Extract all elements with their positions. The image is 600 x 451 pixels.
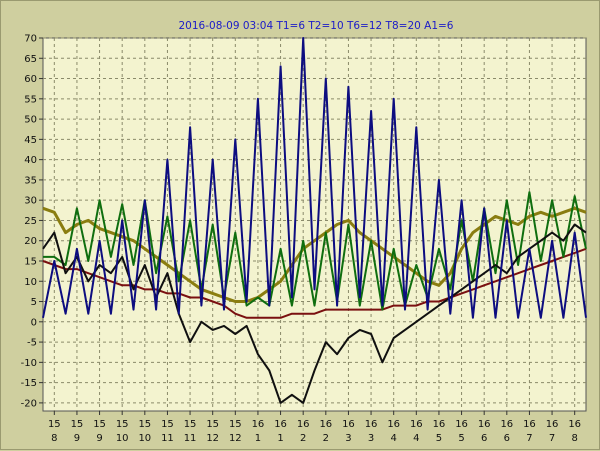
x-tick-label-top: 15 <box>161 419 174 430</box>
x-tick-label-bottom: 7 <box>526 433 532 444</box>
x-tick-label-bottom: 1 <box>255 433 261 444</box>
x-tick-label-bottom: 8 <box>572 433 578 444</box>
x-tick-label-top: 15 <box>93 419 106 430</box>
x-tick-label-bottom: 10 <box>138 433 151 444</box>
x-tick-label-top: 16 <box>568 419 581 430</box>
x-tick-label-top: 15 <box>229 419 242 430</box>
y-tick-label: 40 <box>24 155 37 166</box>
y-tick-label: -5 <box>27 338 37 349</box>
x-tick-label-top: 16 <box>365 419 378 430</box>
series-layer <box>42 37 587 404</box>
x-tick-label-bottom: 6 <box>504 433 510 444</box>
x-tick-label-bottom: 12 <box>229 433 242 444</box>
series-line-1 <box>42 206 587 303</box>
x-tick-label-bottom: 8 <box>51 433 57 444</box>
y-tick-label: -10 <box>21 358 37 369</box>
x-tick-label-bottom: 11 <box>184 433 197 444</box>
x-tick-label-top: 16 <box>546 419 559 430</box>
y-tick-label: 50 <box>24 115 37 126</box>
x-tick-label-bottom: 11 <box>161 433 174 444</box>
x-tick-label-top: 15 <box>71 419 84 430</box>
series-line-3 <box>43 191 587 311</box>
y-axis: -20 -15 -10 -5 0 5 10 15 20 25 30 35 40 45 50 55 60 65 70 <box>21 34 43 409</box>
y-tick-label: -20 <box>21 398 37 409</box>
y-tick-label: 55 <box>24 94 37 105</box>
x-tick-label-top: 15 <box>48 419 61 430</box>
x-tick-label-top: 16 <box>387 419 400 430</box>
x-tick-label-bottom: 4 <box>413 433 419 444</box>
x-tick-label-bottom: 6 <box>481 433 487 444</box>
x-tick-label-bottom: 9 <box>96 433 102 444</box>
x-tick-label-top: 16 <box>478 419 491 430</box>
series-line-5 <box>42 37 587 319</box>
x-tick-label-bottom: 2 <box>323 433 329 444</box>
x-tick-label-top: 15 <box>116 419 129 430</box>
y-tick-label: 35 <box>24 175 37 186</box>
x-tick-label-bottom: 12 <box>206 433 219 444</box>
x-tick-label-top: 16 <box>252 419 265 430</box>
y-tick-label: 70 <box>24 34 37 45</box>
x-tick-label-top: 16 <box>342 419 355 430</box>
x-tick-label-bottom: 10 <box>116 433 129 444</box>
y-tick-label: 10 <box>24 277 37 288</box>
x-tick-label-top: 16 <box>319 419 332 430</box>
x-axis: 15 8 15 9 15 9 15 10 15 10 15 11 15 11 15 12 15 12 16 1 16 1 1… <box>48 411 581 444</box>
y-tick-label: 20 <box>24 236 37 247</box>
x-tick-label-top: 16 <box>410 419 423 430</box>
x-tick-label-top: 15 <box>206 419 219 430</box>
x-tick-label-top: 16 <box>274 419 287 430</box>
x-tick-label-bottom: 3 <box>345 433 351 444</box>
x-tick-label-top: 16 <box>500 419 513 430</box>
x-tick-label-bottom: 1 <box>277 433 283 444</box>
y-tick-label: 25 <box>24 216 37 227</box>
x-tick-label-top: 15 <box>138 419 151 430</box>
x-tick-label-top: 16 <box>433 419 446 430</box>
series-line-2 <box>42 247 587 319</box>
x-tick-label-bottom: 5 <box>458 433 464 444</box>
y-tick-label: 15 <box>24 256 37 267</box>
x-tick-label-bottom: 2 <box>300 433 306 444</box>
y-tick-label: 45 <box>24 135 37 146</box>
x-tick-label-top: 16 <box>455 419 468 430</box>
y-tick-label: 60 <box>24 74 37 85</box>
series-line-4 <box>42 223 587 404</box>
x-tick-label-top: 15 <box>184 419 197 430</box>
y-tick-label: 30 <box>24 196 37 207</box>
x-tick-label-top: 16 <box>297 419 310 430</box>
y-tick-label: 0 <box>31 317 37 328</box>
x-tick-label-top: 16 <box>523 419 536 430</box>
y-tick-label: 65 <box>24 54 37 65</box>
plot-area <box>42 37 587 412</box>
x-tick-label-bottom: 5 <box>436 433 442 444</box>
y-tick-label: 5 <box>31 297 37 308</box>
chart-title: 2016-08-09 03:04 T1=6 T2=10 T6=12 T8=20 … <box>179 20 454 32</box>
x-tick-label-bottom: 7 <box>549 433 555 444</box>
x-tick-label-bottom: 4 <box>391 433 397 444</box>
x-tick-label-bottom: 3 <box>368 433 374 444</box>
x-tick-label-bottom: 9 <box>74 433 80 444</box>
y-tick-label: -15 <box>21 378 37 389</box>
